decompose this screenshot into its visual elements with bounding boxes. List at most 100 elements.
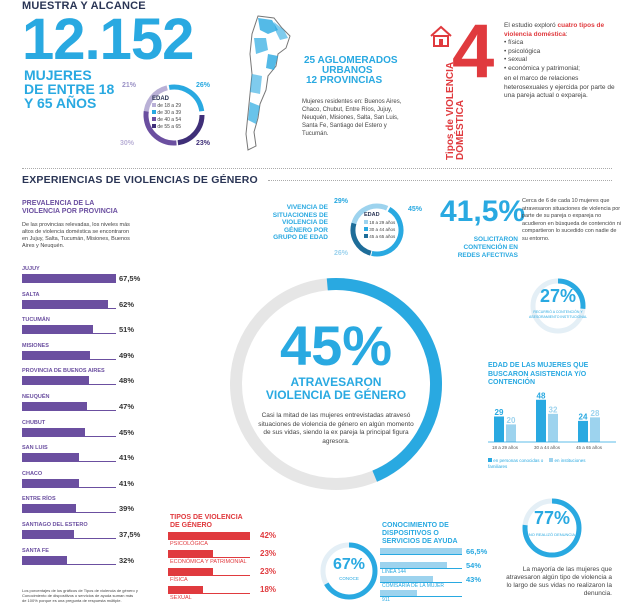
main-stat-ring [230, 278, 442, 490]
province-row: PROVINCIA DE BUENOS AIRES 48% [22, 368, 140, 390]
tipos-bar [168, 568, 213, 575]
edad-bar [506, 424, 516, 442]
province-bar [22, 402, 88, 410]
urban-line1: 25 AGLOMERADOS [304, 55, 398, 66]
edad-bar-label: 29 [495, 408, 504, 417]
conocimiento-donut-label: CONOCE [339, 576, 359, 581]
age-donut-legend: EDAD de 18 a 29 de 30 a 39 de 40 a 54 de… [152, 96, 181, 131]
province-label: JUJUY [22, 266, 40, 272]
total-women-number: 12.152 [22, 7, 194, 72]
types-list-item: • física [504, 39, 524, 46]
tipos-value: 23% [260, 549, 277, 558]
conocimiento-value: 43% [466, 575, 482, 584]
conocimiento-value: 54% [466, 561, 482, 570]
province-bar [22, 530, 75, 538]
legend-item: de 40 a 54 [152, 117, 181, 124]
urban-line3: 12 PROVINCIAS [306, 75, 383, 86]
province-bar [22, 555, 67, 564]
edad-bar [536, 399, 546, 442]
conocimiento-label: COMISARÍA DE LA MUJER [382, 583, 444, 589]
conocimiento-bar [380, 576, 434, 582]
province-bar [22, 325, 94, 334]
main-stat-line2: VIOLENCIA DE GÉNERO [265, 388, 407, 402]
province-note: De las provincias relevadas, los niveles… [22, 222, 130, 249]
contencion-text: Cerca de 6 de cada 10 mujeres que atrave… [522, 198, 622, 242]
tipos-value: 42% [260, 531, 277, 540]
vivencia-label-26: 26% [334, 250, 349, 257]
province-label: TUCUMÁN [22, 317, 50, 324]
province-label: NEUQUÉN [22, 394, 50, 400]
tipos-label: FÍSICA [170, 577, 188, 583]
province-bar-track [22, 556, 116, 565]
province-bar [22, 478, 80, 487]
asesoramiento-value: 27% [539, 286, 577, 306]
urban-title: 25 AGLOMERADOS URBANOS 12 PROVINCIAS [304, 56, 398, 86]
types-list-item: • psicológica [504, 47, 541, 55]
conocimiento-donut-value: 67% [332, 556, 366, 573]
edad-asistencia-title: EDAD DE LAS MUJERES QUE BUSCARON ASISTEN… [488, 362, 589, 386]
province-footnote: Los porcentajes de los gráficos de Tipos… [22, 588, 138, 603]
vivencia-donut-title: EDAD [364, 212, 380, 218]
province-value: 62% [119, 299, 135, 309]
edad-bar [548, 413, 558, 442]
province-bar-track [22, 402, 116, 411]
conocimiento-label: 911 [382, 597, 390, 603]
edad-group-label: 18 a 29 años [492, 445, 519, 450]
types-vertical-text: Tipos de VIOLENCIA DOMÉSTICA [445, 62, 466, 160]
house-icon [430, 25, 452, 47]
province-label: CHACO [22, 470, 43, 477]
edad-bar [494, 416, 504, 442]
types-intro: El estudio exploró [504, 22, 556, 29]
edad-bar-label: 48 [537, 391, 546, 400]
age-label-26: 26% [196, 82, 211, 89]
section-title-rule [268, 180, 612, 181]
tipos-bar-track [168, 550, 250, 558]
conocimiento-bar-track [380, 590, 462, 597]
tipos-bar [168, 550, 213, 557]
conocimiento-bar-track [380, 576, 462, 583]
province-value: 67,5% [119, 274, 141, 283]
tipos-bar-track [168, 568, 250, 576]
tipos-value: 23% [260, 567, 277, 576]
province-row: MISIONES 49% [22, 343, 140, 365]
types-list-item: • económica y patrimonial; [504, 64, 580, 72]
province-row: SANTA FE 32% [22, 548, 140, 570]
province-row: JUJUY 67,5% [22, 266, 140, 288]
province-value: 37,5% [119, 530, 141, 539]
province-row: CHUBUT 45% [22, 420, 140, 442]
conocimiento-bar-track [380, 548, 462, 555]
province-label: SANTIAGO DEL ESTERO [22, 522, 88, 528]
province-title: PREVALENCIA DE LA VIOLENCIA POR PROVINCI… [22, 200, 118, 215]
tipos-chart: 42% PSICOLÓGICA 23% ECONÓMICA Y PATRIMONIAL… [168, 531, 278, 607]
province-value: 51% [119, 325, 135, 335]
province-bar [22, 376, 89, 385]
province-bar-track [22, 453, 116, 463]
legend-item: 45 a 65 años [364, 233, 395, 240]
tipos-bar [168, 532, 250, 539]
province-value: 47% [119, 402, 135, 411]
province-bar-track [22, 479, 116, 488]
women-line2: DE ENTRE 18 [24, 81, 115, 97]
province-bar [22, 299, 109, 308]
women-line3: Y 65 AÑOS [24, 95, 97, 111]
province-label: SANTA FE [22, 547, 49, 554]
tipos-bar-track [168, 532, 250, 540]
tipos-label: ECONÓMICA Y PATRIMONIAL [170, 559, 247, 565]
edad-bar [590, 417, 600, 442]
edad-bar-label: 28 [591, 409, 600, 418]
edad-bar [578, 420, 588, 442]
legend-item: 18 a 29 años [364, 219, 395, 226]
province-bar [22, 427, 85, 436]
conocimiento-chart: 66,5% 54% LÍNEA 144 43% COMISARÍA DE LA MUJE… [380, 547, 492, 607]
province-value: 41% [119, 453, 135, 463]
province-bar [22, 350, 91, 359]
edad-group-label: 30 a 44 años [534, 445, 561, 450]
province-label: SAN LUIS [22, 445, 48, 452]
conocimiento-bar [380, 562, 447, 568]
province-row: ENTRE RÍOS 39% [22, 496, 140, 518]
asesoramiento-circle [530, 278, 586, 334]
no-denuncia-text: La mayoría de las mujeres que atravesaro… [506, 566, 612, 597]
province-chart: JUJUY 67,5% SALTA 62% TUCUMÁN 51% MISIONES 49% P… [22, 266, 140, 572]
legend-item: en personas conocidas o familiares [488, 458, 544, 469]
